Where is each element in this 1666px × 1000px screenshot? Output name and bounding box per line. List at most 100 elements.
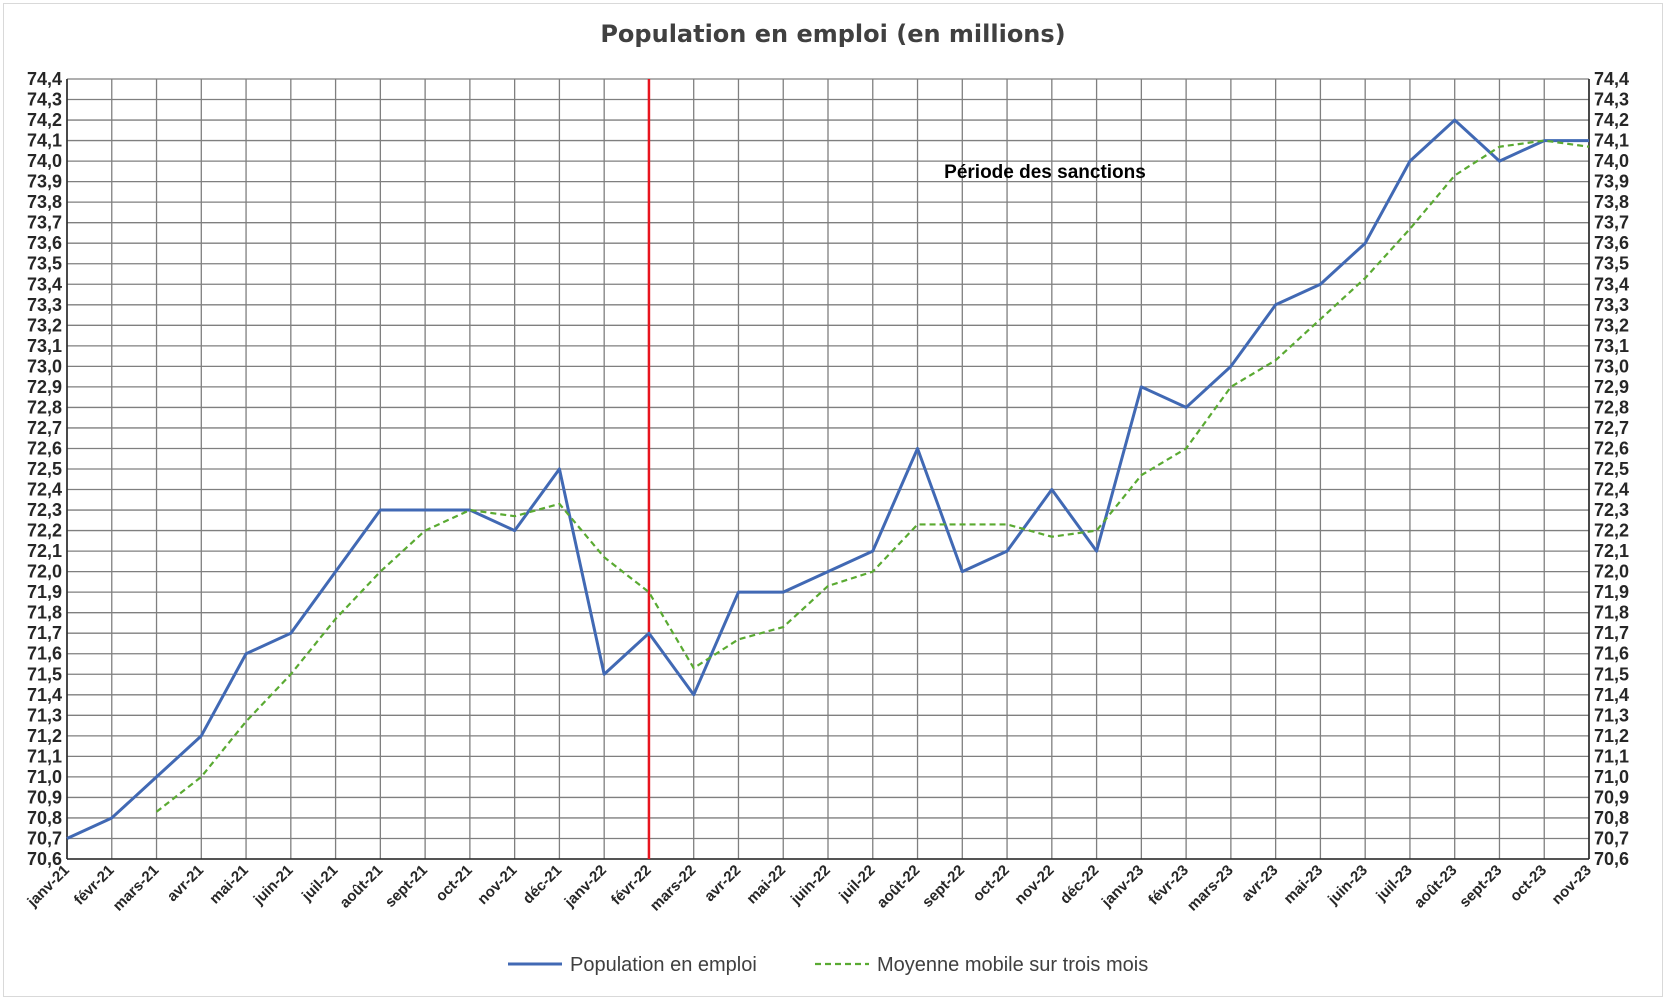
y-tick-label-left: 73,3	[27, 295, 62, 315]
y-tick-label-right: 70,6	[1594, 849, 1629, 869]
y-tick-label-right: 71,2	[1594, 726, 1629, 746]
series-layer	[66, 118, 1590, 840]
y-tick-label-right: 71,8	[1594, 603, 1629, 623]
y-tick-label-right: 74,0	[1594, 151, 1629, 171]
y-tick-label-right: 73,5	[1594, 254, 1629, 274]
y-tick-label-right: 71,5	[1594, 664, 1629, 684]
y-tick-label-right: 72,3	[1594, 500, 1629, 520]
y-tick-label-left: 70,8	[27, 808, 62, 828]
y-tick-label-left: 71,4	[27, 685, 62, 705]
y-axis-right: 70,670,770,870,971,071,171,271,371,471,5…	[1594, 69, 1629, 869]
x-tick-label: janv-22	[561, 862, 610, 911]
x-tick-label: août-22	[874, 862, 924, 912]
y-tick-label-left: 73,2	[27, 315, 62, 335]
x-tick-label: sept-22	[919, 862, 968, 911]
x-tick-label: juin-21	[250, 862, 297, 909]
y-tick-label-left: 74,2	[27, 110, 62, 130]
y-tick-label-left: 70,9	[27, 787, 62, 807]
y-tick-label-right: 73,2	[1594, 315, 1629, 335]
x-tick-label: août-21	[336, 862, 386, 912]
x-tick-label: janv-21	[24, 862, 73, 911]
y-tick-label-left: 71,6	[27, 644, 62, 664]
y-tick-label-left: 72,5	[27, 459, 62, 479]
y-tick-label-left: 72,0	[27, 562, 62, 582]
y-tick-label-right: 71,7	[1594, 623, 1629, 643]
grid	[66, 78, 1590, 860]
x-tick-label: avr-22	[701, 862, 744, 905]
y-tick-label-right: 74,2	[1594, 110, 1629, 130]
y-tick-label-right: 72,8	[1594, 397, 1629, 417]
y-tick-label-left: 72,4	[27, 480, 62, 500]
y-tick-label-right: 72,0	[1594, 562, 1629, 582]
y-tick-label-left: 71,2	[27, 726, 62, 746]
x-tick-label: août-23	[1411, 862, 1461, 912]
x-tick-label: nov-22	[1011, 862, 1057, 908]
y-tick-label-right: 73,4	[1594, 274, 1629, 294]
x-tick-label: nov-21	[474, 862, 520, 908]
y-tick-label-right: 73,8	[1594, 192, 1629, 212]
y-tick-label-left: 72,8	[27, 397, 62, 417]
chart-frame	[3, 3, 1663, 997]
x-tick-label: juil-22	[835, 862, 878, 905]
y-tick-label-right: 72,9	[1594, 377, 1629, 397]
y-tick-label-right: 70,8	[1594, 808, 1629, 828]
x-tick-label: janv-23	[1098, 862, 1147, 911]
y-tick-label-left: 72,3	[27, 500, 62, 520]
y-tick-label-right: 73,1	[1594, 336, 1629, 356]
y-tick-label-right: 74,3	[1594, 90, 1629, 110]
y-tick-label-right: 74,4	[1594, 69, 1629, 89]
x-tick-label: juil-23	[1372, 862, 1415, 905]
x-tick-label: mai-23	[1281, 862, 1327, 908]
y-tick-label-right: 73,9	[1594, 172, 1629, 192]
y-tick-label-left: 73,7	[27, 213, 62, 233]
x-tick-label: oct-22	[970, 862, 1013, 905]
y-tick-label-left: 74,0	[27, 151, 62, 171]
y-tick-label-left: 74,3	[27, 90, 62, 110]
x-tick-label: mars-21	[110, 862, 163, 915]
y-tick-label-left: 71,1	[27, 746, 62, 766]
y-tick-label-left: 72,1	[27, 541, 62, 561]
y-tick-label-left: 72,2	[27, 521, 62, 541]
y-tick-label-left: 74,4	[27, 69, 62, 89]
legend-label-moyenne-mobile: Moyenne mobile sur trois mois	[877, 954, 1148, 976]
series-line-moyenne-mobile	[155, 139, 1590, 813]
x-tick-label: juin-23	[1324, 862, 1371, 909]
x-tick-label: mars-22	[647, 862, 700, 915]
y-tick-label-left: 74,1	[27, 131, 62, 151]
y-tick-label-right: 71,1	[1594, 746, 1629, 766]
y-tick-label-left: 70,7	[27, 828, 62, 848]
y-tick-label-left: 73,4	[27, 274, 62, 294]
legend-label-population: Population en emploi	[570, 954, 757, 976]
y-tick-label-right: 70,9	[1594, 787, 1629, 807]
y-tick-label-left: 73,0	[27, 356, 62, 376]
y-tick-label-right: 72,5	[1594, 459, 1629, 479]
x-tick-label: nov-23	[1549, 862, 1595, 908]
y-tick-label-right: 73,3	[1594, 295, 1629, 315]
y-tick-label-right: 72,1	[1594, 541, 1629, 561]
y-tick-label-left: 72,9	[27, 377, 62, 397]
y-tick-label-right: 74,1	[1594, 131, 1629, 151]
y-tick-label-right: 70,7	[1594, 828, 1629, 848]
y-tick-label-left: 73,6	[27, 233, 62, 253]
y-tick-label-right: 72,4	[1594, 480, 1629, 500]
y-tick-label-left: 71,3	[27, 705, 62, 725]
x-tick-label: mars-23	[1184, 862, 1237, 915]
x-tick-label: oct-21	[432, 862, 475, 905]
y-tick-label-right: 73,7	[1594, 213, 1629, 233]
y-tick-label-right: 73,0	[1594, 356, 1629, 376]
y-tick-label-left: 73,1	[27, 336, 62, 356]
y-tick-label-right: 72,2	[1594, 521, 1629, 541]
y-tick-label-right: 71,9	[1594, 582, 1629, 602]
y-tick-label-right: 71,0	[1594, 767, 1629, 787]
x-tick-label: oct-23	[1507, 862, 1550, 905]
x-tick-label: mai-22	[743, 862, 789, 908]
y-tick-label-left: 71,7	[27, 623, 62, 643]
y-tick-label-right: 71,3	[1594, 705, 1629, 725]
x-tick-label: déc-22	[1057, 862, 1103, 908]
x-tick-label: avr-23	[1238, 862, 1281, 905]
annotation-periode-sanctions: Période des sanctions	[944, 162, 1146, 183]
y-tick-label-right: 73,6	[1594, 233, 1629, 253]
y-tick-label-left: 73,8	[27, 192, 62, 212]
y-tick-label-right: 71,6	[1594, 644, 1629, 664]
x-tick-label: déc-21	[520, 862, 566, 908]
